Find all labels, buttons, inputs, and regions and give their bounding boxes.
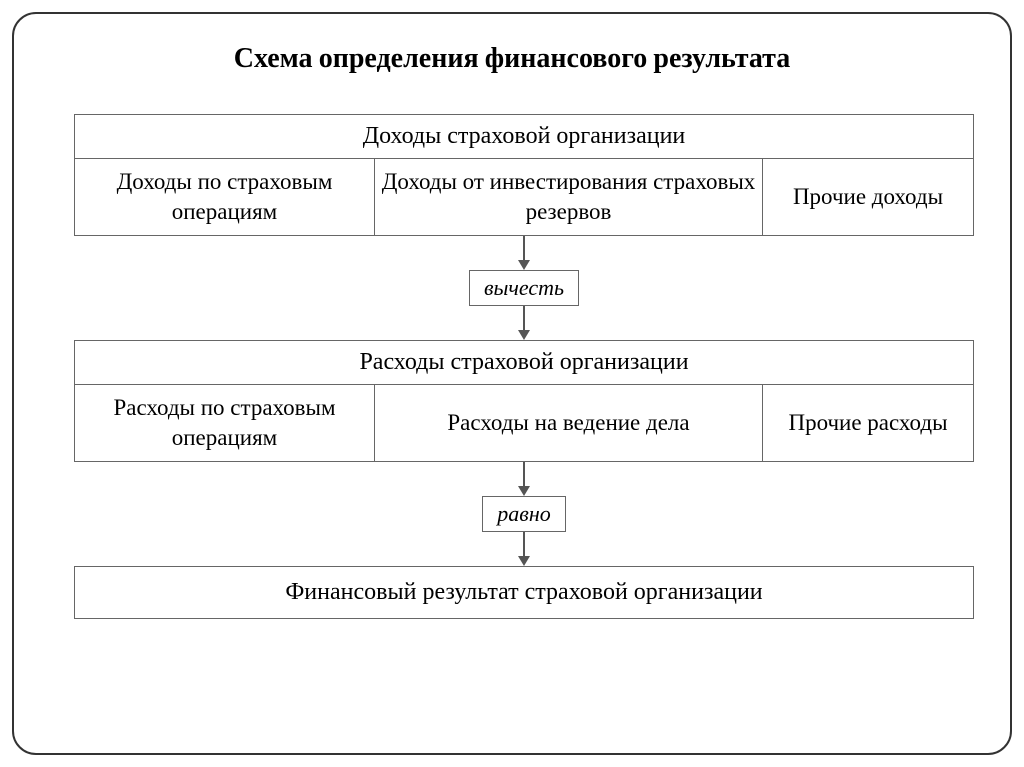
arrow-down-1a xyxy=(514,236,534,270)
income-cell-3: Прочие доходы xyxy=(763,159,973,235)
arrow-group-2: равно xyxy=(74,462,974,566)
result-block: Финансовый результат страховой организац… xyxy=(74,566,974,619)
operator-subtract: вычесть xyxy=(469,270,579,306)
expenses-cell-3: Прочие расходы xyxy=(763,385,973,461)
diagram-body: Доходы страховой организации Доходы по с… xyxy=(74,114,974,619)
income-cell-2: Доходы от инвестирования страховых резер… xyxy=(375,159,763,235)
expenses-cell-1: Расходы по страховым операциям xyxy=(75,385,375,461)
arrow-group-1: вычесть xyxy=(74,236,974,340)
arrow-down-2b xyxy=(514,532,534,566)
operator-equals: равно xyxy=(482,496,565,532)
expenses-header: Расходы страховой организации xyxy=(75,341,973,385)
diagram-title: Схема определения финансового результата xyxy=(14,42,1010,75)
income-block: Доходы страховой организации Доходы по с… xyxy=(74,114,974,236)
income-header: Доходы страховой организации xyxy=(75,115,973,159)
income-row: Доходы по страховым операциям Доходы от … xyxy=(75,159,973,235)
expenses-cell-2: Расходы на ведение дела xyxy=(375,385,763,461)
expenses-row: Расходы по страховым операциям Расходы н… xyxy=(75,385,973,461)
outer-frame: Схема определения финансового результата… xyxy=(12,12,1012,755)
arrow-down-2a xyxy=(514,462,534,496)
expenses-block: Расходы страховой организации Расходы по… xyxy=(74,340,974,462)
income-cell-1: Доходы по страховым операциям xyxy=(75,159,375,235)
arrow-down-1b xyxy=(514,306,534,340)
